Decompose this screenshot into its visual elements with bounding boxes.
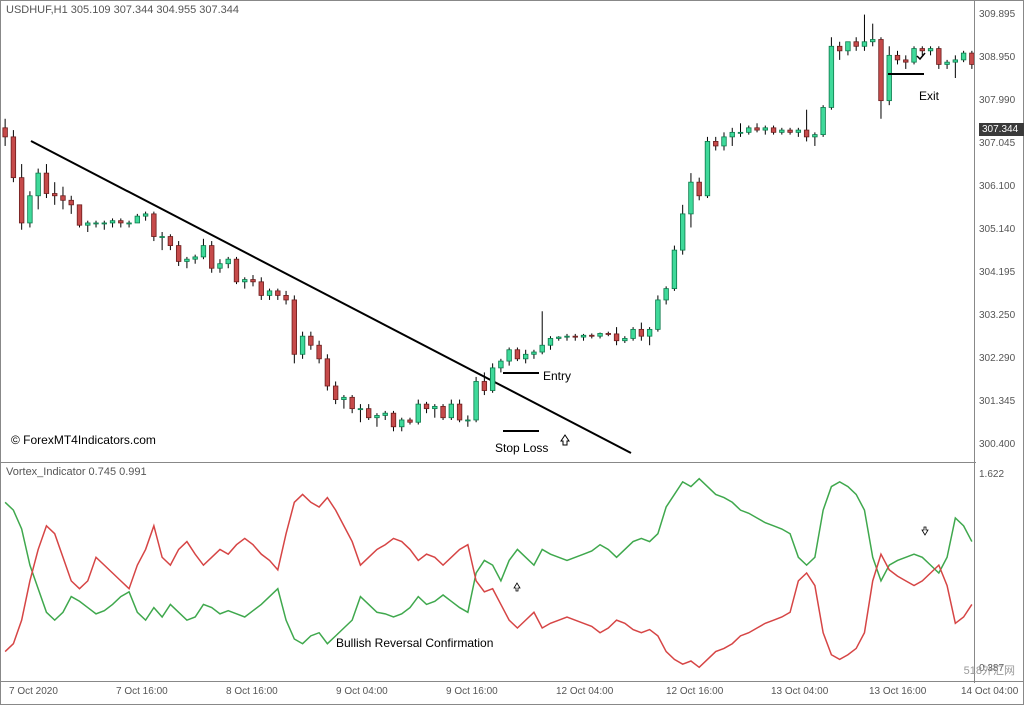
indicator-svg xyxy=(1,463,976,683)
indicator-y-axis: 1.6220.387 xyxy=(974,463,1023,683)
indicator-annotation: Bullish Reversal Confirmation xyxy=(336,636,493,650)
chart-container: USDHUF,H1 305.109 307.344 304.955 307.34… xyxy=(0,0,1024,705)
entry-label: Entry xyxy=(543,369,571,383)
time-x-axis: 7 Oct 20207 Oct 16:008 Oct 16:009 Oct 04… xyxy=(1,681,1024,704)
price-y-axis: 309.895308.950307.990307.045306.100305.1… xyxy=(974,1,1023,463)
candlestick-svg xyxy=(1,1,976,463)
indicator-panel[interactable]: Vortex_Indicator 0.745 0.991 Bullish Rev… xyxy=(1,463,976,683)
exit-label: Exit xyxy=(919,89,939,103)
stoploss-label: Stop Loss xyxy=(495,441,548,455)
price-chart-panel[interactable]: USDHUF,H1 305.109 307.344 304.955 307.34… xyxy=(1,1,976,463)
bottom-watermark: 518外汇网 xyxy=(964,662,1015,678)
